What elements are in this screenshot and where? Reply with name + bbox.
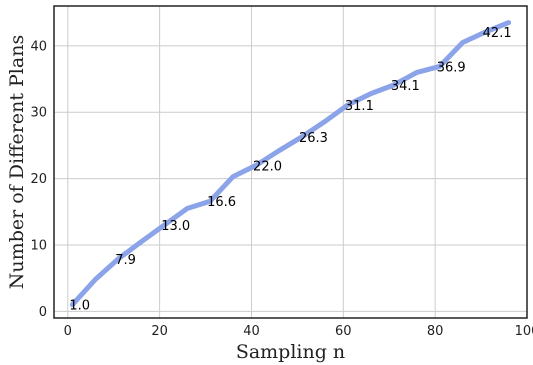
x-tick-label: 40 bbox=[243, 324, 260, 339]
data-label: 22.0 bbox=[253, 159, 282, 174]
series-line bbox=[69, 20, 512, 308]
x-tick-label: 100 bbox=[515, 324, 533, 339]
data-label: 13.0 bbox=[161, 219, 190, 234]
x-tick-label: 0 bbox=[64, 324, 72, 339]
data-label: 1.0 bbox=[69, 299, 90, 314]
data-label: 42.1 bbox=[483, 26, 512, 41]
data-label: 16.6 bbox=[207, 195, 236, 210]
data-label: 36.9 bbox=[437, 60, 466, 75]
x-tick-label: 20 bbox=[151, 324, 168, 339]
y-tick-label: 10 bbox=[30, 238, 47, 253]
tick-labels: 0 20 40 60 80 100 0 10 20 30 40 bbox=[30, 39, 533, 339]
y-tick-label: 20 bbox=[30, 172, 47, 187]
y-axis-title: Number of Different Plans bbox=[6, 35, 28, 289]
data-labels: 1.0 7.9 13.0 16.6 22.0 26.3 31.1 34.1 36.9 42.1 bbox=[69, 26, 511, 314]
y-tick-label: 30 bbox=[30, 106, 47, 121]
y-tick-label: 0 bbox=[39, 305, 47, 320]
series-layer bbox=[69, 20, 512, 308]
x-tick-label: 80 bbox=[427, 324, 444, 339]
y-tick-label: 40 bbox=[30, 39, 47, 54]
data-label: 31.1 bbox=[345, 99, 374, 114]
data-label: 7.9 bbox=[115, 253, 136, 268]
data-label: 34.1 bbox=[391, 79, 420, 94]
x-axis-title: Sampling n bbox=[236, 341, 345, 363]
plot-frame bbox=[53, 5, 528, 319]
x-tick-label: 60 bbox=[335, 324, 352, 339]
data-label: 26.3 bbox=[299, 131, 328, 146]
